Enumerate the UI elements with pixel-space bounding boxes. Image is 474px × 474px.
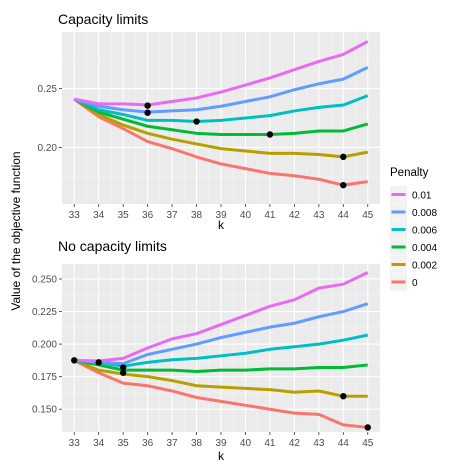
x-tick-label: 43: [313, 438, 325, 449]
x-tick-label: 44: [338, 438, 350, 449]
y-tick-label: 0.20: [38, 143, 58, 154]
y-tick-label: 0.225: [32, 307, 57, 318]
optimum-marker: [144, 109, 151, 116]
series-capacity-limits: [73, 40, 369, 187]
legend-label: 0.01: [412, 191, 432, 202]
x-axis-title-no-capacity-limits: k: [218, 449, 225, 463]
panel-title-no-capacity-limits: No capacity limits: [58, 238, 167, 254]
x-tick-label: 35: [118, 210, 130, 221]
x-tick-label: 45: [362, 438, 374, 449]
legend-title: Penalty: [390, 167, 429, 179]
series-line-no-capacity-limits-penalty-0: [73, 359, 368, 429]
markers-no-capacity-limits: [71, 357, 371, 431]
x-tick-label: 36: [142, 438, 154, 449]
y-tick-label: 0.250: [32, 274, 57, 285]
legend: Penalty 0.01 0.008 0.006 0.004 0.002 0: [390, 167, 437, 291]
y-axis-title: Value of the objective function: [9, 151, 23, 310]
x-tick-label: 33: [69, 210, 81, 221]
legend-label: 0.008: [412, 208, 437, 219]
optimum-marker: [340, 153, 347, 161]
optimum-marker: [119, 369, 127, 376]
axes-no-capacity-limits: 0.150 0.175 0.200 0.225 0.250 33 34 35 36 37 38 39 4…: [32, 274, 374, 449]
x-tick-label: 45: [362, 210, 374, 221]
optimum-marker: [193, 118, 200, 125]
series-line-capacity-limits-penalty-0-008: [73, 65, 369, 114]
axes-capacity-limits: 0.20 0.25 33 34 35 36 37 38 39 40 41 42 43 44 45: [38, 84, 374, 221]
x-tick-label: 35: [118, 438, 130, 449]
x-tick-label: 38: [191, 438, 203, 449]
y-tick-label: 0.25: [38, 84, 58, 95]
legend-items: 0.01 0.008 0.006 0.004 0.002 0: [390, 186, 437, 291]
panel-no-capacity-limits: No capacity limits 0.1500.1750.2000.2250…: [32, 238, 380, 463]
x-tick-label: 39: [215, 210, 227, 221]
x-tick-label: 42: [289, 438, 301, 449]
x-tick-label: 37: [167, 438, 179, 449]
x-tick-label: 42: [289, 210, 301, 221]
optimum-marker: [364, 424, 371, 431]
series-line-capacity-limits-penalty-0-006: [73, 94, 369, 124]
x-tick-label: 40: [240, 210, 252, 221]
x-tick-label: 34: [93, 210, 105, 221]
optimum-marker: [71, 357, 78, 364]
optimum-marker: [340, 392, 347, 400]
x-tick-label: 37: [167, 210, 179, 221]
series-line-capacity-limits-penalty-0-002: [73, 97, 369, 159]
series-line-capacity-limits-penalty-0: [73, 97, 368, 187]
x-tick-label: 34: [93, 438, 105, 449]
x-tick-label: 43: [313, 210, 325, 221]
optimum-marker: [266, 131, 274, 138]
series-line-capacity-limits-penalty-0-01: [73, 40, 369, 107]
series-line-capacity-limits-penalty-0-004: [73, 97, 369, 136]
optimum-marker: [95, 359, 102, 366]
x-tick-label: 33: [69, 438, 81, 449]
legend-label: 0.006: [412, 226, 437, 237]
y-tick-label: 0.175: [32, 372, 57, 383]
panel-capacity-limits: Capacity limits 0.20 0.25 33 34 35 36 37 38 39 40…: [38, 11, 380, 232]
legend-label: 0.002: [412, 261, 437, 272]
panel-title-capacity-limits: Capacity limits: [58, 11, 148, 27]
markers-capacity-limits: [144, 102, 347, 189]
series-line-no-capacity-limits-penalty-0-008: [74, 302, 369, 366]
optimum-marker: [144, 102, 151, 109]
legend-label: 0: [412, 278, 418, 289]
x-tick-label: 41: [264, 438, 276, 449]
x-tick-label: 41: [264, 210, 276, 221]
x-tick-label: 44: [338, 210, 350, 221]
y-tick-label: 0.200: [32, 340, 57, 351]
x-axis-title-capacity-limits: k: [218, 218, 225, 232]
optimum-marker: [119, 364, 127, 371]
y-tick-label: 0.150: [32, 405, 57, 416]
x-tick-label: 39: [215, 438, 227, 449]
x-tick-label: 36: [142, 210, 154, 221]
optimum-marker: [340, 181, 347, 189]
x-tick-label: 40: [240, 438, 252, 449]
x-tick-label: 38: [191, 210, 203, 221]
series-line-no-capacity-limits-penalty-0-01: [74, 271, 369, 363]
legend-label: 0.004: [412, 243, 437, 254]
